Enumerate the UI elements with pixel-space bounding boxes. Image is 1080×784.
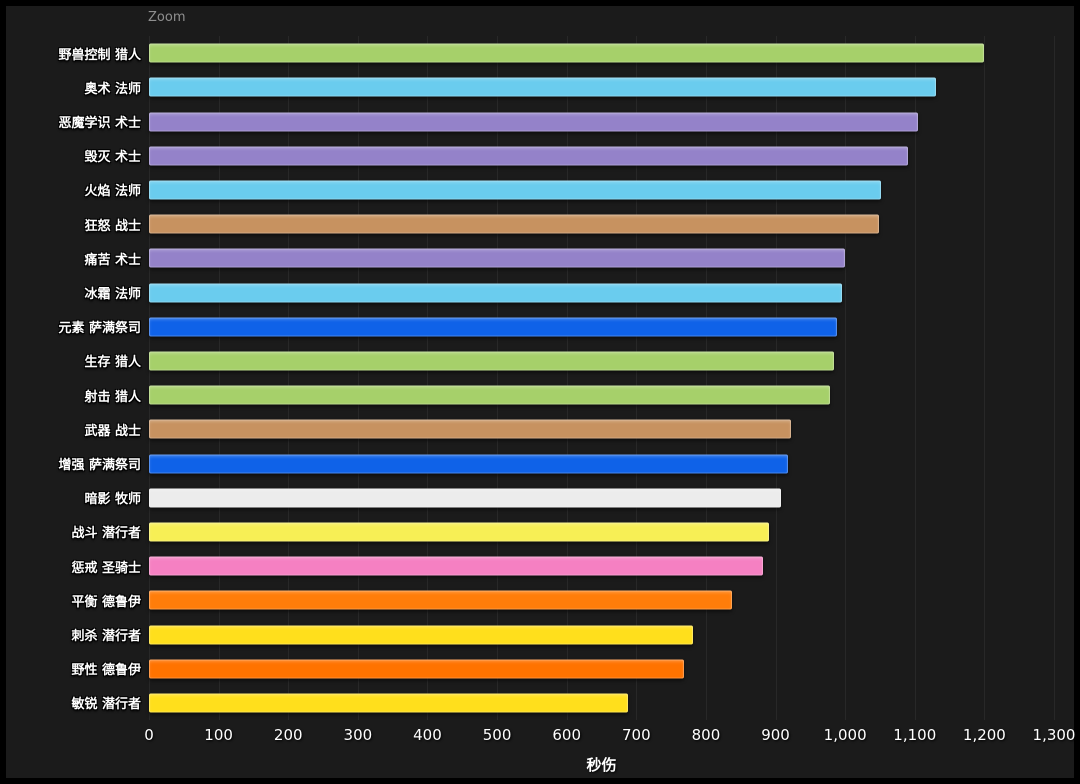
bar-rows [149, 36, 1054, 720]
bar-label: 奥术 法师 [84, 81, 141, 97]
x-tick-label: 1,000 [823, 726, 867, 744]
bar-row [149, 275, 1054, 309]
bar-row [149, 549, 1054, 583]
bar-label: 增强 萨满祭司 [58, 458, 141, 474]
bar-row [149, 378, 1054, 412]
bar-row [149, 412, 1054, 446]
gridline [845, 36, 847, 720]
bar[interactable] [149, 419, 791, 439]
x-axis-title: 秒伤 [586, 756, 617, 774]
bar[interactable] [149, 317, 837, 337]
gridline [1054, 36, 1055, 720]
bar-row [149, 515, 1054, 549]
bar-row [149, 36, 1054, 70]
x-axis: 0 100 200 300 400 500 600 700 800 900 1,000 1,100 1,… [144, 726, 1075, 746]
bar[interactable] [149, 248, 846, 268]
bar[interactable] [149, 454, 789, 474]
bar-label: 射击 猎人 [84, 389, 141, 405]
bar-row [149, 207, 1054, 241]
gridline [984, 36, 986, 720]
bar[interactable] [149, 590, 733, 610]
bar[interactable] [149, 180, 882, 200]
bar[interactable] [149, 488, 782, 508]
bar-label: 战斗 潜行者 [71, 526, 141, 542]
bar-label: 生存 猎人 [84, 355, 141, 371]
bar[interactable] [149, 112, 919, 131]
bar-row [149, 481, 1054, 515]
bar[interactable] [149, 351, 834, 371]
x-tick-label: 1,200 [962, 726, 1006, 744]
bar[interactable] [149, 556, 763, 576]
bar-row [149, 617, 1054, 651]
gridline [636, 36, 638, 720]
bar-row [149, 173, 1054, 207]
bar-label: 冰霜 法师 [84, 287, 141, 303]
bar-row [149, 139, 1054, 173]
x-tick-label: 1,300 [1032, 726, 1076, 744]
bar-label: 野兽控制 猎人 [58, 47, 141, 63]
bar-label: 痛苦 术士 [84, 252, 141, 268]
gridline [775, 36, 777, 720]
bar-label: 狂怒 战士 [84, 218, 141, 234]
x-tick-label: 700 [621, 726, 651, 744]
bar-label: 暗影 牧师 [84, 492, 141, 508]
bar[interactable] [149, 522, 769, 542]
x-tick-label: 100 [204, 726, 233, 744]
bar[interactable] [149, 146, 908, 166]
x-tick-label: 500 [482, 726, 512, 744]
gridline [705, 36, 707, 720]
zoom-label: Zoom [148, 10, 186, 25]
bar-label: 刺杀 潜行者 [71, 629, 141, 645]
bar-label: 惩戒 圣骑士 [71, 560, 141, 576]
gridline [914, 36, 916, 720]
bar[interactable] [149, 283, 842, 303]
bar[interactable] [149, 77, 936, 97]
gridline [357, 36, 359, 720]
x-tick-label: 600 [552, 726, 582, 744]
gridline [566, 36, 568, 720]
x-tick-label: 900 [761, 726, 790, 744]
bar-row [149, 310, 1054, 344]
bar-row [149, 686, 1054, 720]
x-tick-label: 800 [691, 726, 721, 744]
bar-label: 野性 德鲁伊 [71, 663, 141, 679]
gridline [218, 36, 220, 720]
x-tick-label: 0 [144, 726, 154, 744]
bar-label: 平衡 德鲁伊 [71, 594, 141, 610]
bar-row [149, 446, 1054, 480]
bar-row [149, 104, 1054, 138]
plot-area [149, 36, 1055, 720]
x-tick-label: 1,100 [893, 726, 937, 744]
bar[interactable] [149, 43, 985, 63]
bar-row [149, 241, 1054, 275]
bar[interactable] [149, 214, 879, 234]
x-tick-label: 200 [273, 726, 303, 744]
bar-label: 敏锐 潜行者 [71, 697, 141, 713]
x-tick-label: 400 [413, 726, 442, 744]
bar-label: 元素 萨满祭司 [58, 321, 141, 337]
bar-row [149, 652, 1054, 686]
gridline [288, 36, 290, 720]
bar[interactable] [149, 385, 830, 405]
bar-label: 毁灭 术士 [84, 150, 141, 166]
bar[interactable] [149, 659, 684, 679]
dps-bar-chart: Zoom 野兽控制 猎人奥术 法师恶魔学识 术士毁灭 术士火焰 法师狂怒 战士痛… [6, 6, 1075, 778]
bar-row [149, 583, 1054, 617]
bar-row [149, 344, 1054, 378]
bar-label: 恶魔学识 术士 [58, 116, 141, 131]
gridline [497, 36, 499, 720]
gridline [149, 36, 150, 720]
bar-row [149, 70, 1054, 104]
x-tick-label: 300 [343, 726, 373, 744]
y-axis-labels: 野兽控制 猎人奥术 法师恶魔学识 术士毁灭 术士火焰 法师狂怒 战士痛苦 术士冰… [6, 36, 141, 720]
gridlines [149, 36, 1055, 720]
bar[interactable] [149, 625, 694, 645]
bar-label: 火焰 法师 [84, 184, 141, 200]
bar-label: 武器 战士 [84, 423, 141, 439]
gridline [427, 36, 429, 720]
bar[interactable] [149, 693, 628, 713]
